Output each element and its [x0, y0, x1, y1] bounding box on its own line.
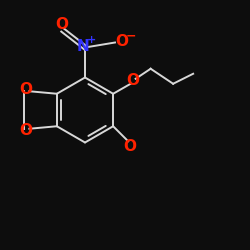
Text: O: O: [19, 123, 32, 138]
Text: −: −: [126, 30, 136, 43]
Text: O: O: [19, 82, 32, 97]
Text: O: O: [126, 73, 139, 88]
Text: N: N: [76, 39, 89, 54]
Text: O: O: [124, 139, 137, 154]
Text: +: +: [87, 35, 96, 45]
Text: O: O: [55, 17, 68, 32]
Text: O: O: [115, 34, 128, 49]
